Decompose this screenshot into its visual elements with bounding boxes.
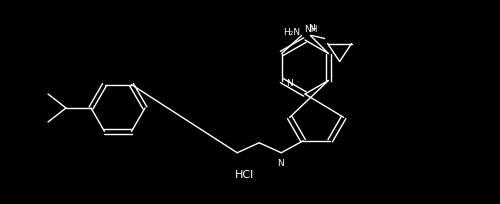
- Text: HCl: HCl: [236, 170, 255, 180]
- Text: N: N: [308, 24, 315, 33]
- Text: N: N: [286, 79, 294, 88]
- Text: H₂N: H₂N: [284, 28, 300, 37]
- Text: N: N: [277, 159, 283, 168]
- Text: NH: NH: [304, 25, 318, 34]
